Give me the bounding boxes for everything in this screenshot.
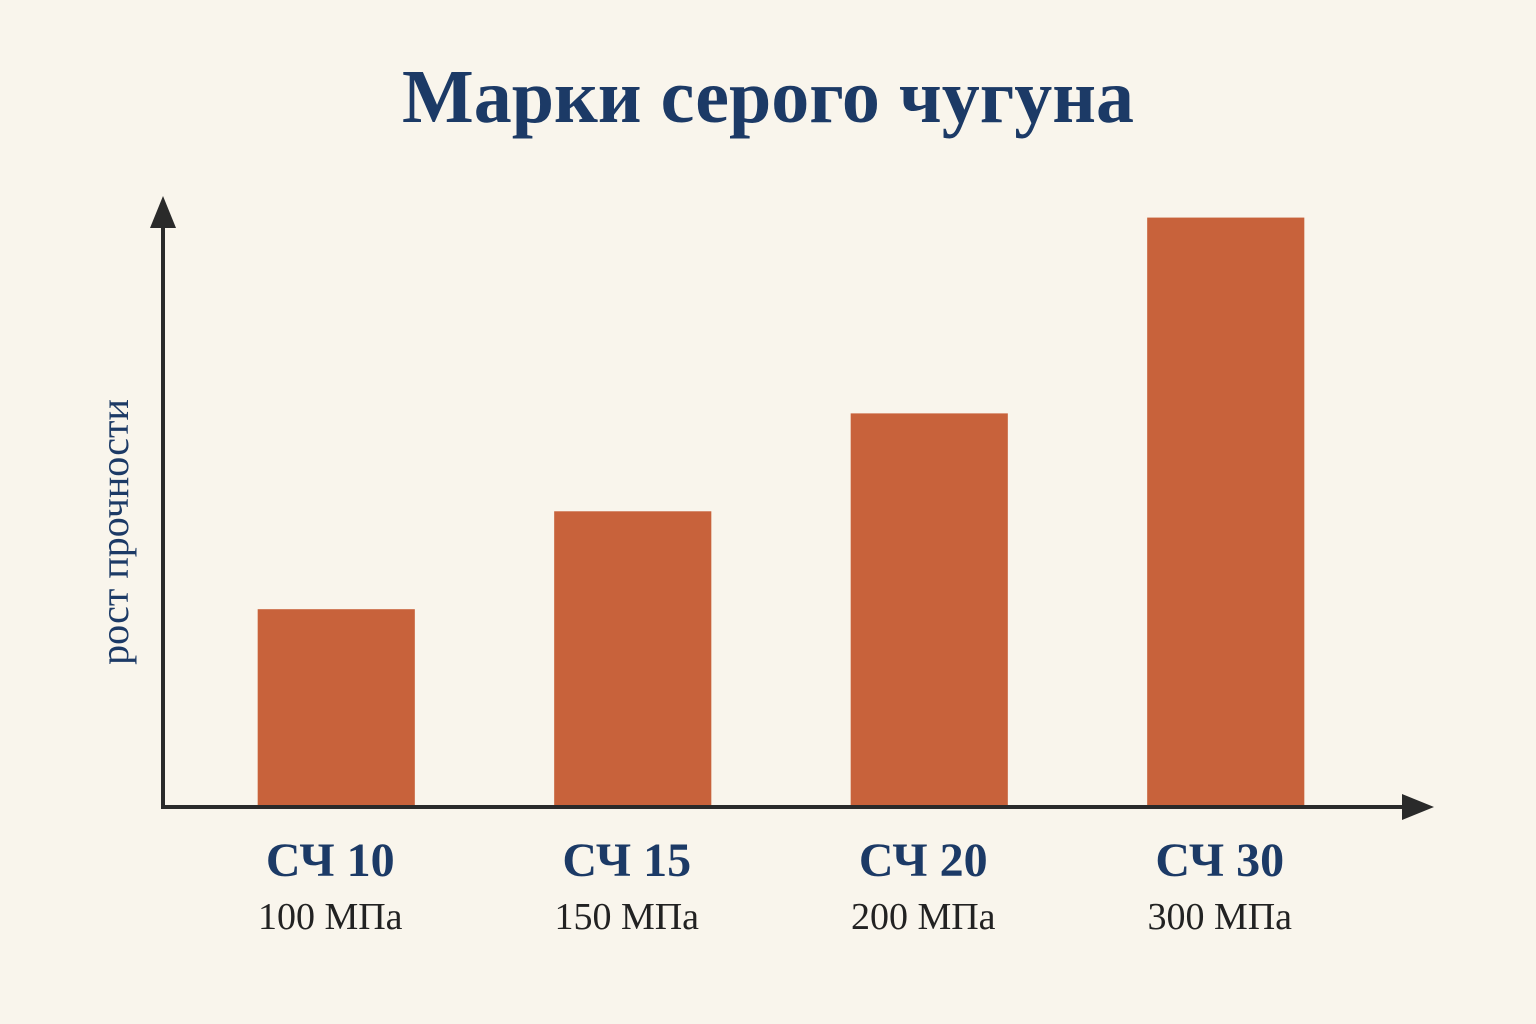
x-tick-label: СЧ 30 xyxy=(1155,834,1284,887)
x-tick-label: СЧ 10 xyxy=(266,834,395,887)
axes xyxy=(150,196,1434,820)
x-tick-label: СЧ 15 xyxy=(562,834,691,887)
x-tick-label: СЧ 20 xyxy=(859,834,988,887)
value-label: 300 МПа xyxy=(1147,896,1292,938)
value-label: 150 МПа xyxy=(554,896,699,938)
bar xyxy=(554,511,712,805)
x-axis-arrow xyxy=(1402,794,1434,820)
value-label: 200 МПа xyxy=(851,896,996,938)
y-axis-label: рост прочности xyxy=(92,399,137,665)
chart-title: Марки серого чугуна xyxy=(402,55,1134,139)
bar xyxy=(257,609,415,805)
value-label: 100 МПа xyxy=(258,896,403,938)
y-axis-arrow xyxy=(150,196,176,228)
bar xyxy=(1147,217,1305,806)
bar xyxy=(850,413,1008,805)
